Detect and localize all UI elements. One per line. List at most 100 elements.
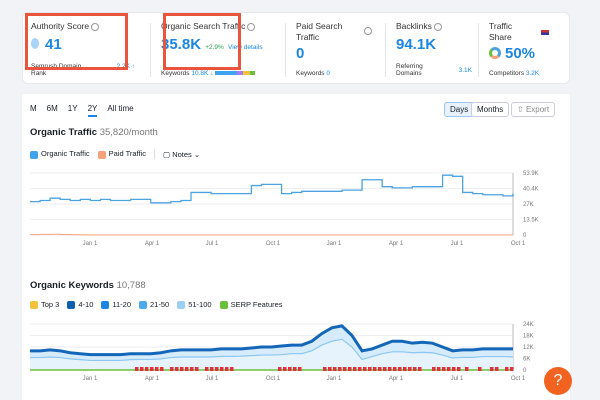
serp-feature-marker (225, 367, 229, 371)
serp-feature-marker (408, 367, 412, 371)
x-tick-label: Oct 1 (266, 241, 281, 247)
tab-1m[interactable]: M (30, 104, 37, 113)
authority-score-value: 41 (45, 36, 62, 53)
x-tick-label: Apr 1 (145, 241, 160, 247)
serp-feature-marker (383, 367, 387, 371)
serp-feature-marker (190, 367, 194, 371)
info-icon[interactable] (247, 22, 256, 31)
serp-feature-marker (283, 367, 287, 371)
notes-dropdown[interactable]: ▢ Notes ⌄ (163, 150, 200, 159)
serp-feature-marker (413, 367, 417, 371)
months-button[interactable]: Months (471, 102, 510, 117)
serp-feature-marker (418, 367, 422, 371)
serp-feature-marker (388, 367, 392, 371)
serp-feature-marker (505, 367, 509, 371)
traffic-share-metric[interactable]: Traffic Share 50% Competitors 3.2K (481, 13, 569, 85)
competitors-value[interactable]: 3.2K (525, 70, 540, 77)
divider (285, 23, 286, 77)
paid-traffic-metric[interactable]: Paid Search Traffic 0 Keywords 0 (288, 13, 380, 85)
y-tick-label: 27K (523, 202, 534, 208)
serp-feature-marker (185, 367, 189, 371)
x-tick-label: Apr 1 (145, 376, 160, 382)
serp-feature-marker (353, 367, 357, 371)
intent-bar (215, 71, 256, 76)
legend-serp-features[interactable]: SERP Features (219, 300, 283, 310)
x-tick-label: Jan 1 (83, 241, 98, 247)
legend-top-3[interactable]: Top 3 (30, 300, 60, 310)
tab-6m[interactable]: 6M (46, 104, 58, 113)
x-tick-label: Oct 1 (511, 241, 526, 247)
paid-keywords-label: Keywords (296, 70, 325, 77)
keywords-subtitle: 10,788 (116, 280, 146, 291)
serp-feature-marker (348, 367, 352, 371)
donut-icon (489, 47, 501, 59)
serp-feature-marker (478, 367, 482, 371)
y-tick-label: 18K (523, 334, 534, 340)
competitors-label: Competitors (489, 70, 525, 77)
metrics-card: Authority Score 41 Semrush Domain Rank 2.… (22, 12, 570, 84)
tab-1y[interactable]: 1Y (67, 104, 78, 113)
backlinks-label: Backlinks (396, 21, 432, 31)
legend-51-100[interactable]: 51-100 (177, 300, 212, 310)
serp-feature-marker (145, 367, 149, 371)
legend-label: 21-50 (150, 300, 170, 309)
x-tick-label: Jan 1 (327, 376, 342, 382)
x-tick-label: Oct 1 (266, 376, 281, 382)
paid-keywords-value[interactable]: 0 (326, 70, 330, 77)
x-tick-label: Jul 1 (206, 376, 219, 382)
range-tabs: M 6M 1Y 2Y All time (30, 104, 134, 117)
serp-feature-marker (220, 367, 224, 371)
tab-all-time[interactable]: All time (107, 104, 134, 113)
serp-feature-marker (328, 367, 332, 371)
legend-21-50[interactable]: 21-50 (139, 300, 170, 310)
legend-label: Top 3 (41, 300, 60, 309)
domain-rank-label: Semrush Domain Rank (31, 63, 82, 77)
divider (154, 149, 156, 159)
us-flag-icon (541, 30, 549, 35)
info-icon[interactable] (91, 22, 100, 31)
legend-4-10[interactable]: 4-10 (67, 300, 93, 310)
serp-feature-marker (465, 367, 469, 371)
help-button[interactable]: ? (544, 367, 572, 395)
legend-organic-traffic[interactable]: Organic Traffic (30, 149, 90, 159)
info-icon[interactable] (364, 27, 372, 35)
serp-feature-marker (403, 367, 407, 371)
keywords-value[interactable]: 10.8K ↓ (191, 70, 214, 77)
serp-feature-marker (160, 367, 164, 371)
export-button[interactable]: ⇧ Export (511, 102, 556, 117)
traffic-share-label: Traffic Share (489, 21, 513, 42)
keywords-label: Keywords (161, 70, 190, 77)
divider (478, 23, 479, 77)
serp-feature-marker (333, 367, 337, 371)
legend-label: 51-100 (188, 300, 212, 309)
y-tick-label: 13.5K (523, 218, 539, 224)
serp-feature-marker (175, 367, 179, 371)
organic-traffic-metric[interactable]: Organic Search Traffic 35.8K +2.9% View … (153, 13, 281, 85)
days-button[interactable]: Days (444, 102, 475, 117)
serp-feature-marker (343, 367, 347, 371)
divider (385, 23, 386, 77)
info-icon[interactable] (433, 22, 442, 31)
keywords-legend: Top 3 4-10 11-20 21-50 51-100 SERP Featu… (30, 300, 283, 310)
serp-feature-marker (215, 367, 219, 371)
series-line-Organic Traffic (30, 174, 514, 204)
referring-domains-value[interactable]: 3.1K (458, 67, 472, 74)
serp-feature-marker (278, 367, 282, 371)
serp-feature-marker (378, 367, 382, 371)
backlinks-value: 94.1K (396, 36, 437, 53)
legend-paid-traffic[interactable]: Paid Traffic (97, 149, 146, 159)
y-tick-label: 12K (523, 345, 534, 351)
traffic-title-text: Organic Traffic (30, 127, 98, 138)
serp-feature-marker (150, 367, 154, 371)
view-details-link[interactable]: View details (228, 44, 263, 51)
paid-traffic-label: Paid Search Traffic (296, 21, 343, 42)
serp-feature-marker (432, 367, 436, 371)
legend-11-20[interactable]: 11-20 (101, 300, 131, 310)
serp-feature-marker (338, 367, 342, 371)
referring-domains-label: Referring Domains (396, 63, 423, 77)
tab-2y[interactable]: 2Y (87, 104, 98, 117)
backlinks-metric[interactable]: Backlinks 94.1K Referring Domains 3.1K (388, 13, 478, 85)
y-tick-label: 0 (523, 233, 527, 239)
y-tick-label: 53.9K (523, 171, 539, 177)
serp-feature-marker (495, 367, 499, 371)
